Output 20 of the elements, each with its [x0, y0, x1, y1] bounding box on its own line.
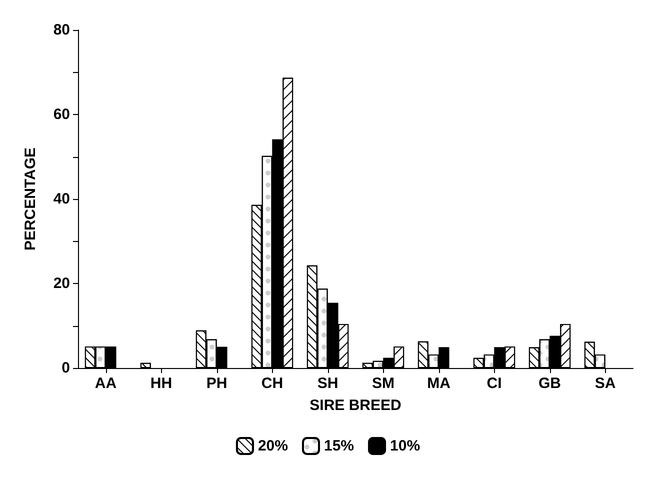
x-axis-title: SIRE BREED — [310, 397, 402, 414]
y-tick-label: 80 — [53, 22, 70, 38]
x-tick-label: SA — [594, 375, 616, 392]
y-axis-title: PERCENTAGE — [22, 147, 39, 251]
x-tick-label: SM — [372, 375, 394, 392]
legend-label: 20% — [258, 438, 288, 454]
x-tick-label: SH — [317, 375, 338, 392]
legend-label: 10% — [390, 438, 420, 454]
x-tick-label: CI — [486, 375, 502, 392]
y-tick-label: 40 — [53, 190, 70, 208]
x-tick-label: AA — [94, 375, 117, 392]
y-tick-label: 20 — [53, 275, 70, 292]
legend-label: 15% — [324, 438, 354, 454]
x-tick-label: MA — [427, 375, 451, 392]
y-tick-label: 60 — [53, 106, 70, 123]
x-tick-label: HH — [150, 375, 172, 392]
x-tick-label: GB — [538, 375, 562, 392]
x-tick-label: CH — [261, 375, 284, 392]
x-tick-label: PH — [206, 375, 228, 392]
y-tick-label: 0 — [62, 360, 70, 376]
